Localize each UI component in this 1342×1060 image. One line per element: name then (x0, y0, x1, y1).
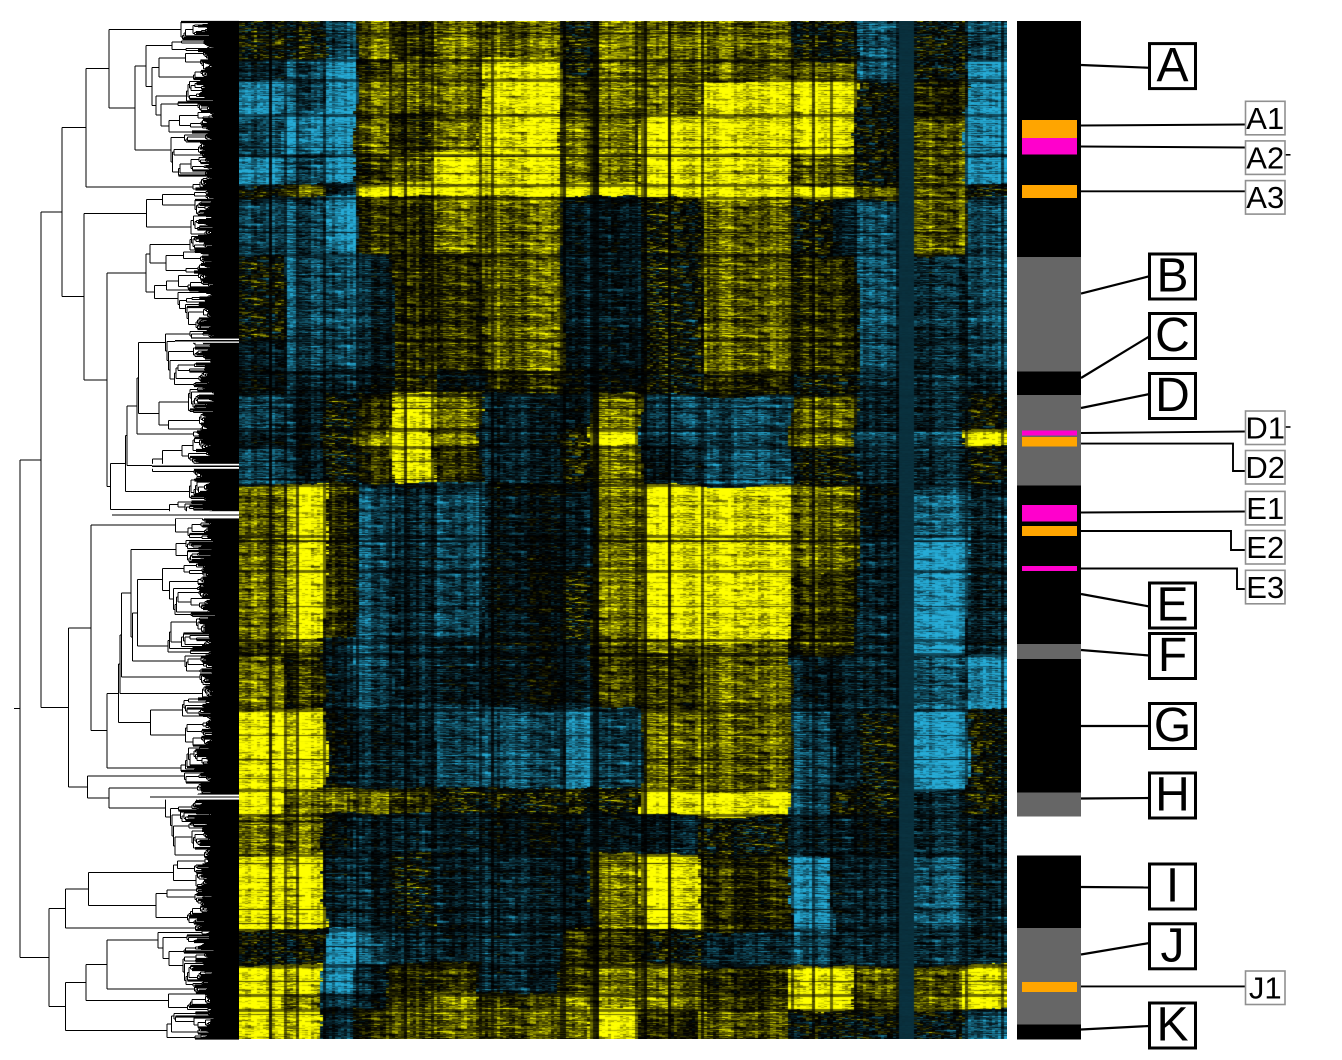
svg-text:C: C (1155, 309, 1190, 362)
svg-text:A3: A3 (1246, 180, 1284, 215)
svg-text:G: G (1154, 699, 1191, 752)
svg-text:A1: A1 (1246, 101, 1284, 136)
svg-text:E1: E1 (1246, 491, 1284, 526)
svg-text:A: A (1156, 39, 1188, 92)
svg-text:H: H (1155, 769, 1190, 822)
svg-text:I: I (1166, 860, 1179, 913)
svg-text:J1: J1 (1249, 971, 1282, 1006)
svg-text:D1: D1 (1245, 411, 1285, 446)
svg-text:J: J (1161, 919, 1185, 972)
svg-text:E2: E2 (1246, 530, 1284, 565)
svg-text:B: B (1156, 250, 1188, 303)
svg-text:E3: E3 (1246, 570, 1284, 605)
svg-text:F: F (1158, 629, 1187, 682)
svg-text:D: D (1155, 369, 1190, 422)
svg-text:A2: A2 (1246, 141, 1284, 176)
svg-text:D2: D2 (1245, 450, 1285, 485)
svg-text:E: E (1156, 579, 1188, 632)
svg-text:K: K (1156, 999, 1188, 1052)
